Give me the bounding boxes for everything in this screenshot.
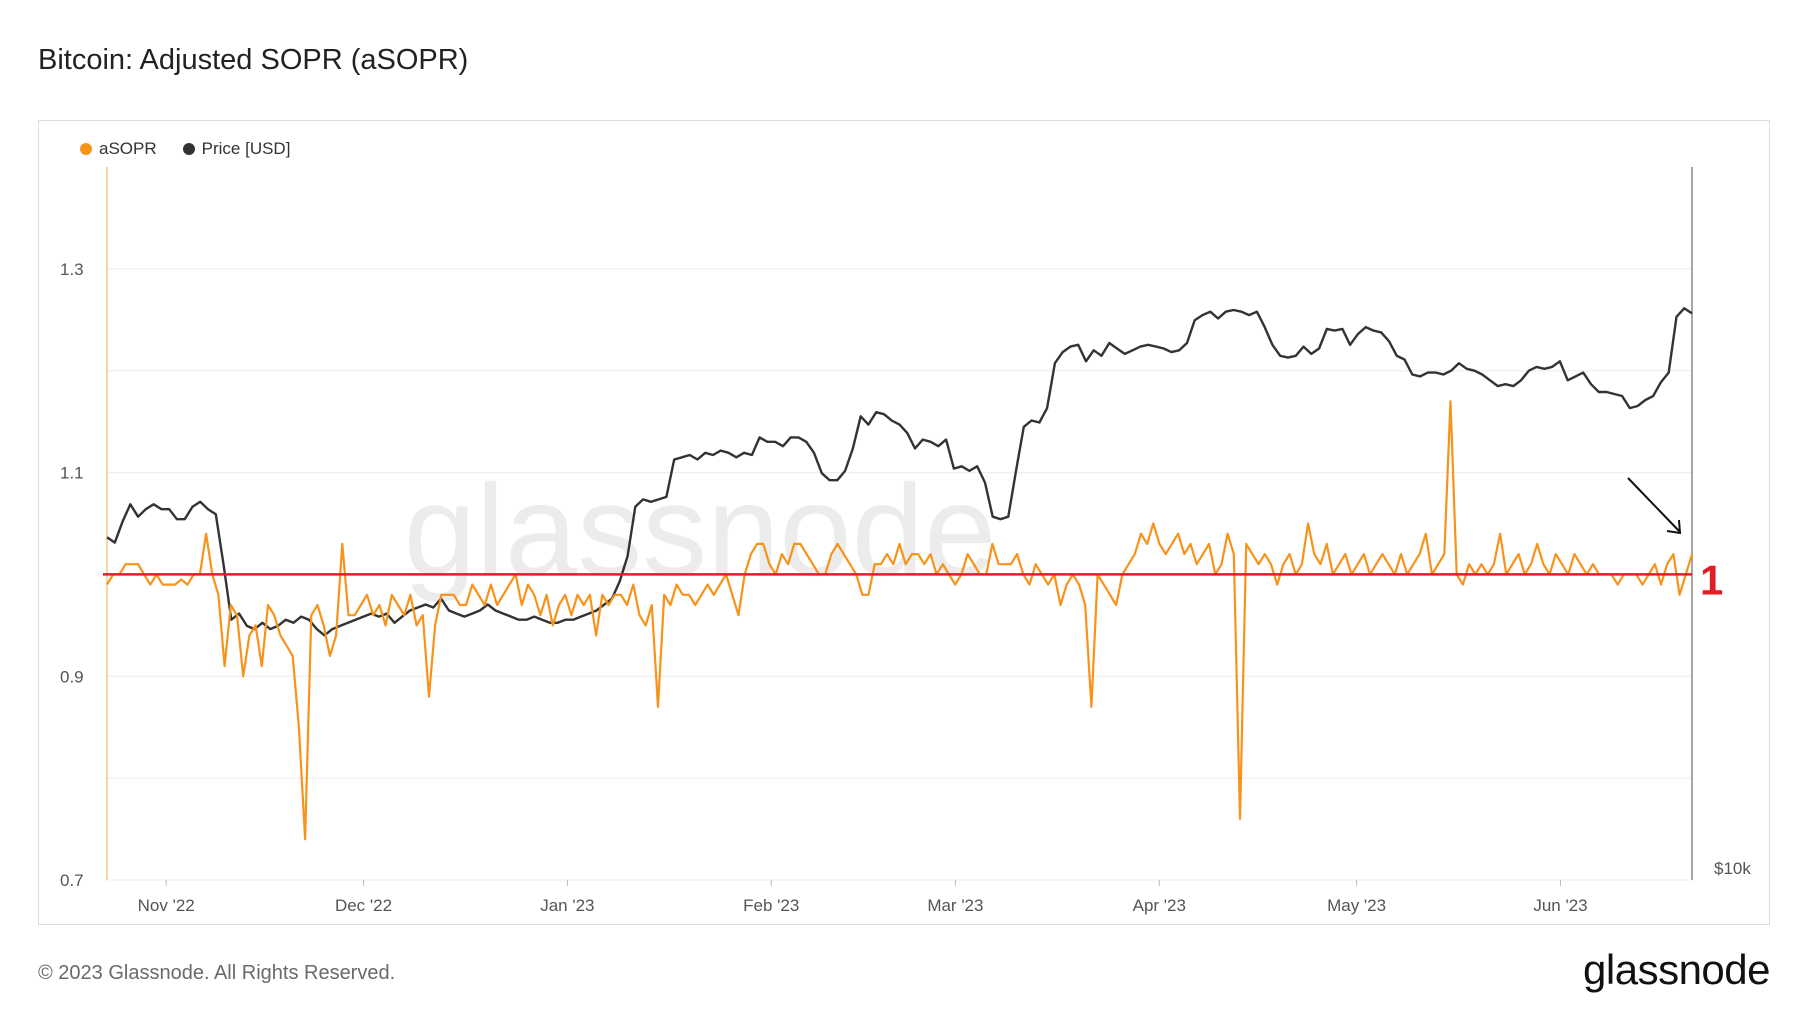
x-tick-label: Mar '23: [927, 896, 983, 915]
annotation-arrow: [1627, 477, 1682, 535]
legend-label-price: Price [USD]: [201, 139, 291, 158]
y-tick-label: 0.7: [60, 871, 84, 890]
x-tick-label: May '23: [1327, 896, 1386, 915]
x-tick-label: Feb '23: [743, 896, 799, 915]
x-tick-label: Dec '22: [335, 896, 392, 915]
legend-item-price[interactable]: Price [USD]: [182, 139, 291, 159]
legend-item-asopr[interactable]: aSOPR: [80, 139, 157, 159]
legend-dot-price: [182, 143, 195, 155]
chart-title: Bitcoin: Adjusted SOPR (aSOPR): [38, 44, 469, 76]
x-tick-label: Apr '23: [1133, 896, 1186, 915]
y-tick-label: 0.9: [60, 667, 84, 686]
copyright-footer: © 2023 Glassnode. All Rights Reserved.: [38, 962, 396, 984]
y-right-tick: $10k: [1714, 859, 1751, 878]
series-line-price: [106, 307, 1693, 637]
legend-label-asopr: aSOPR: [99, 139, 157, 158]
legend: aSOPR Price [USD]: [80, 139, 290, 159]
y-axis-ticks: 0.7 0.9 1.1 1.3: [60, 260, 84, 890]
x-tick-label: Jan '23: [540, 896, 594, 915]
brand-logo[interactable]: glassnode: [1583, 946, 1770, 993]
x-tick-label: Nov '22: [138, 896, 195, 915]
y-tick-label: 1.1: [60, 464, 84, 483]
legend-dot-asopr: [80, 143, 92, 155]
y-tick-label: 1.3: [60, 260, 84, 279]
x-tick-label: Jun '23: [1533, 896, 1587, 915]
watermark: glassnode: [404, 457, 997, 603]
x-axis-ticks: Nov '22 Dec '22 Jan '23 Feb '23 Mar '23 Apr '…: [138, 880, 1588, 915]
chart-panel: [38, 120, 1770, 925]
reference-line-label: 1: [1700, 556, 1723, 603]
series-line-asopr: [106, 400, 1694, 841]
series-layer: [106, 307, 1694, 841]
